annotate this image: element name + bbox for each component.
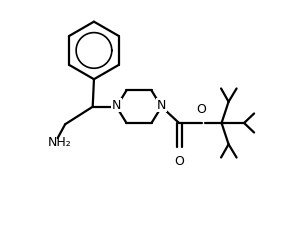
Text: O: O — [197, 103, 206, 116]
Text: NH₂: NH₂ — [48, 136, 71, 149]
Text: N: N — [112, 99, 121, 112]
Text: O: O — [174, 155, 184, 168]
Text: N: N — [157, 99, 166, 112]
